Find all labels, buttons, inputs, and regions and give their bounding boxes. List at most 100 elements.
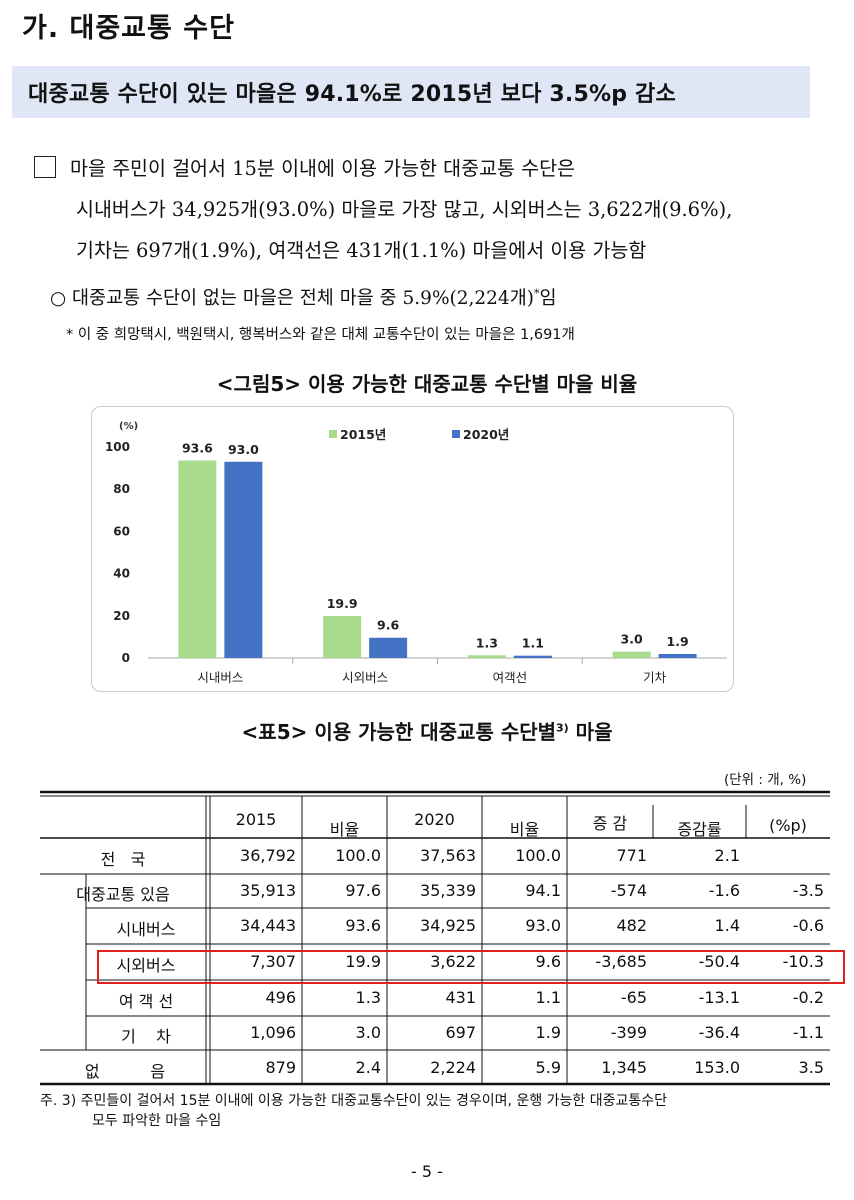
data-label: 1.9 [667, 634, 689, 649]
sub-point-tail: 임 [539, 288, 557, 309]
table-header-cell: 증 감 [592, 814, 628, 833]
table-cell: -3,685 [595, 952, 647, 971]
note: * 이 중 희망택시, 백원택시, 행복버스와 같은 대체 교통수단이 있는 마… [66, 327, 575, 343]
table-cell: -574 [610, 881, 647, 900]
bar-2020년 [658, 653, 697, 658]
figure-title: <그림5> 이용 가능한 대중교통 수단별 마을 비율 [216, 372, 638, 396]
summary-banner: 대중교통 수단이 있는 마을은 94.1%로 2015년 보다 3.5%p 감소 [12, 66, 810, 118]
table-cell: 19.9 [345, 952, 381, 971]
table-cell: 879 [265, 1058, 296, 1077]
table-cell: 431 [445, 988, 476, 1007]
y-tick-label: 20 [113, 609, 130, 623]
table-cell: -50.4 [698, 952, 740, 971]
table-cell: 1.9 [535, 1023, 561, 1042]
table-cell: 100.0 [335, 846, 381, 865]
checkbox-bullet-icon [34, 156, 56, 178]
table-cell: 3.5 [798, 1058, 824, 1077]
x-tick-label: 시내버스 [197, 670, 243, 685]
table-cell: 1,345 [601, 1058, 647, 1077]
table-cell: 1.1 [535, 988, 561, 1007]
data-label: 3.0 [621, 632, 643, 647]
table-header-cell: 2020 [414, 810, 455, 829]
table-cell: -0.2 [792, 988, 824, 1007]
highlight-box [97, 950, 845, 984]
table-row-label: 시외버스 [116, 956, 176, 975]
data-label: 1.3 [476, 635, 498, 650]
table-cell: 9.6 [535, 952, 561, 971]
table-row-label: 기 차 [121, 1027, 171, 1046]
table-row-label: 없 음 [84, 1062, 166, 1081]
data-table: 2015 비율 2020 비율 증 감 증감률 (%p) 전 국 36,792 100.0 37,5… [40, 790, 830, 1086]
y-tick-label: 80 [113, 482, 130, 496]
sub-point-text: ○ 대중교통 수단이 없는 마을은 전체 마을 중 5.9%(2,224개) [50, 288, 534, 309]
table-header-cell: 비율 [329, 820, 360, 839]
chart-frame: (%) 100 80 60 40 20 0 시내버스 93.6 93.0 시외버스 19.9 9.6 여객… [91, 406, 734, 692]
table-cell: 34,925 [420, 916, 476, 935]
x-tick-label: 여객선 [493, 670, 528, 685]
bar-2015년 [612, 651, 651, 658]
data-label: 9.6 [377, 618, 399, 633]
table-row-label: 전 국 [100, 850, 146, 869]
table-cell: 1.3 [355, 988, 381, 1007]
bar-2020년 [224, 461, 263, 658]
table-cell: -13.1 [698, 988, 740, 1007]
x-tick-label: 시외버스 [342, 670, 388, 685]
section-heading: 가. 대중교통 수단 [22, 13, 235, 44]
table-cell: 35,339 [420, 881, 476, 900]
main-paragraph: 마을 주민이 걸어서 15분 이내에 이용 가능한 대중교통 수단은 시내버스가… [34, 148, 824, 271]
table-cell: -65 [620, 988, 647, 1007]
unit-label: (단위 : 개, %) [724, 772, 807, 788]
table-cell: 1.4 [714, 916, 740, 935]
footnote-line-2: 모두 파악한 마을 수임 [92, 1113, 222, 1129]
summary-banner-text: 대중교통 수단이 있는 마을은 94.1%로 2015년 보다 3.5%p 감소 [28, 82, 676, 107]
table-title-text: <표5> 이용 가능한 대중교통 수단별 [241, 720, 557, 744]
data-label: 1.1 [522, 636, 544, 651]
data-label: 93.6 [182, 441, 213, 456]
table-cell: 94.1 [525, 881, 561, 900]
table-cell: 2.1 [714, 846, 740, 865]
bar-2020년 [513, 655, 552, 658]
table-header-cell: 2015 [235, 810, 277, 829]
legend-swatch [329, 430, 337, 438]
table-title-tail: 마을 [568, 720, 613, 744]
sub-point: ○ 대중교통 수단이 없는 마을은 전체 마을 중 5.9%(2,224개)*임 [50, 284, 556, 310]
table-header-cell: 비율 [509, 820, 540, 839]
footnote-line-1: 주. 3) 주민들이 걸어서 15분 이내에 이용 가능한 대중교통수단이 있는… [40, 1093, 668, 1109]
x-tick-label: 기차 [643, 670, 667, 685]
footnote: 주. 3) 주민들이 걸어서 15분 이내에 이용 가능한 대중교통수단이 있는… [40, 1091, 840, 1131]
y-tick-label: 100 [105, 440, 130, 454]
table-cell: 37,563 [420, 846, 476, 865]
table-grid [40, 790, 830, 1086]
table-header-cell: 증감률 [677, 820, 722, 839]
table-header-cell: (%p) [769, 816, 807, 835]
page-number: - 5 - [411, 1162, 443, 1181]
table-cell: 100.0 [515, 846, 561, 865]
paragraph-line-1: 마을 주민이 걸어서 15분 이내에 이용 가능한 대중교통 수단은 [70, 157, 575, 180]
table-cell: 771 [616, 846, 647, 865]
paragraph-line-3: 기차는 697개(1.9%), 여객선은 431개(1.1%) 마을에서 이용 … [76, 239, 647, 262]
table-cell: -36.4 [698, 1023, 740, 1042]
bar-chart: (%) 100 80 60 40 20 0 시내버스 93.6 93.0 시외버스 19.9 9.6 여객… [105, 421, 727, 685]
data-label: 19.9 [327, 596, 358, 611]
table-row-label: 여 객 선 [118, 992, 174, 1011]
table-cell: -10.3 [782, 952, 824, 971]
table-cell: 7,307 [250, 952, 296, 971]
table-title: <표5> 이용 가능한 대중교통 수단별3) 마을 [0, 716, 854, 745]
table-cell: 35,913 [240, 881, 296, 900]
bar-2020년 [369, 637, 408, 658]
table-cell: 153.0 [694, 1058, 740, 1077]
table-cell: -0.6 [792, 916, 824, 935]
table-cell: 1,096 [250, 1023, 296, 1042]
sub-point-mark: * [533, 286, 540, 300]
bar-2015년 [178, 460, 217, 658]
bar-2015년 [323, 616, 362, 658]
table-cell: 482 [616, 916, 647, 935]
table-cell: 3,622 [430, 952, 476, 971]
table-row-label: 시내버스 [116, 920, 176, 939]
table-cell: 2,224 [430, 1058, 476, 1077]
table-cell: 36,792 [240, 846, 296, 865]
table-cell: 496 [265, 988, 296, 1007]
table-cell: 97.6 [345, 881, 381, 900]
data-label: 93.0 [228, 442, 259, 457]
table-cell: 3.0 [355, 1023, 381, 1042]
